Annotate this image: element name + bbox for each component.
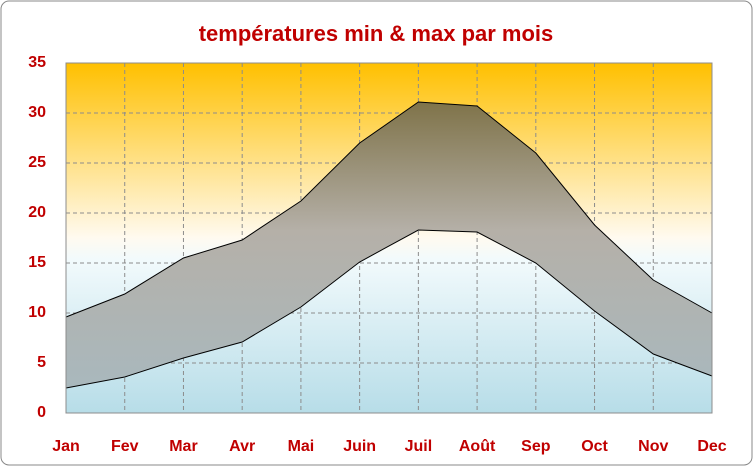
x-tick-label: Août <box>459 438 496 455</box>
x-tick-label: Mai <box>288 438 315 455</box>
min-line <box>65 229 713 389</box>
x-tick-label: Juil <box>405 438 433 455</box>
y-tick-label: 25 <box>28 154 46 171</box>
range-band <box>66 102 712 388</box>
chart-title: températures min & max par mois <box>199 21 554 46</box>
y-tick-label: 10 <box>28 304 46 321</box>
y-tick-label: 15 <box>28 254 46 271</box>
x-tick-label: Nov <box>638 438 668 455</box>
y-tick-label: 35 <box>28 54 46 71</box>
plot-border <box>65 62 713 414</box>
x-tick-label: Sep <box>521 438 551 455</box>
x-tick-label: Mar <box>169 438 197 455</box>
x-tick-label: Dec <box>697 438 726 455</box>
x-tick-label: Jan <box>52 438 80 455</box>
y-tick-label: 5 <box>37 354 46 371</box>
y-tick-label: 30 <box>28 104 46 121</box>
x-tick-label: Fev <box>111 438 139 455</box>
max-line <box>65 101 713 318</box>
y-tick-label: 0 <box>37 404 46 421</box>
x-tick-label: Avr <box>229 438 255 455</box>
x-tick-label: Juin <box>343 438 376 455</box>
x-tick-label: Oct <box>581 438 608 455</box>
y-tick-label: 20 <box>28 204 46 221</box>
